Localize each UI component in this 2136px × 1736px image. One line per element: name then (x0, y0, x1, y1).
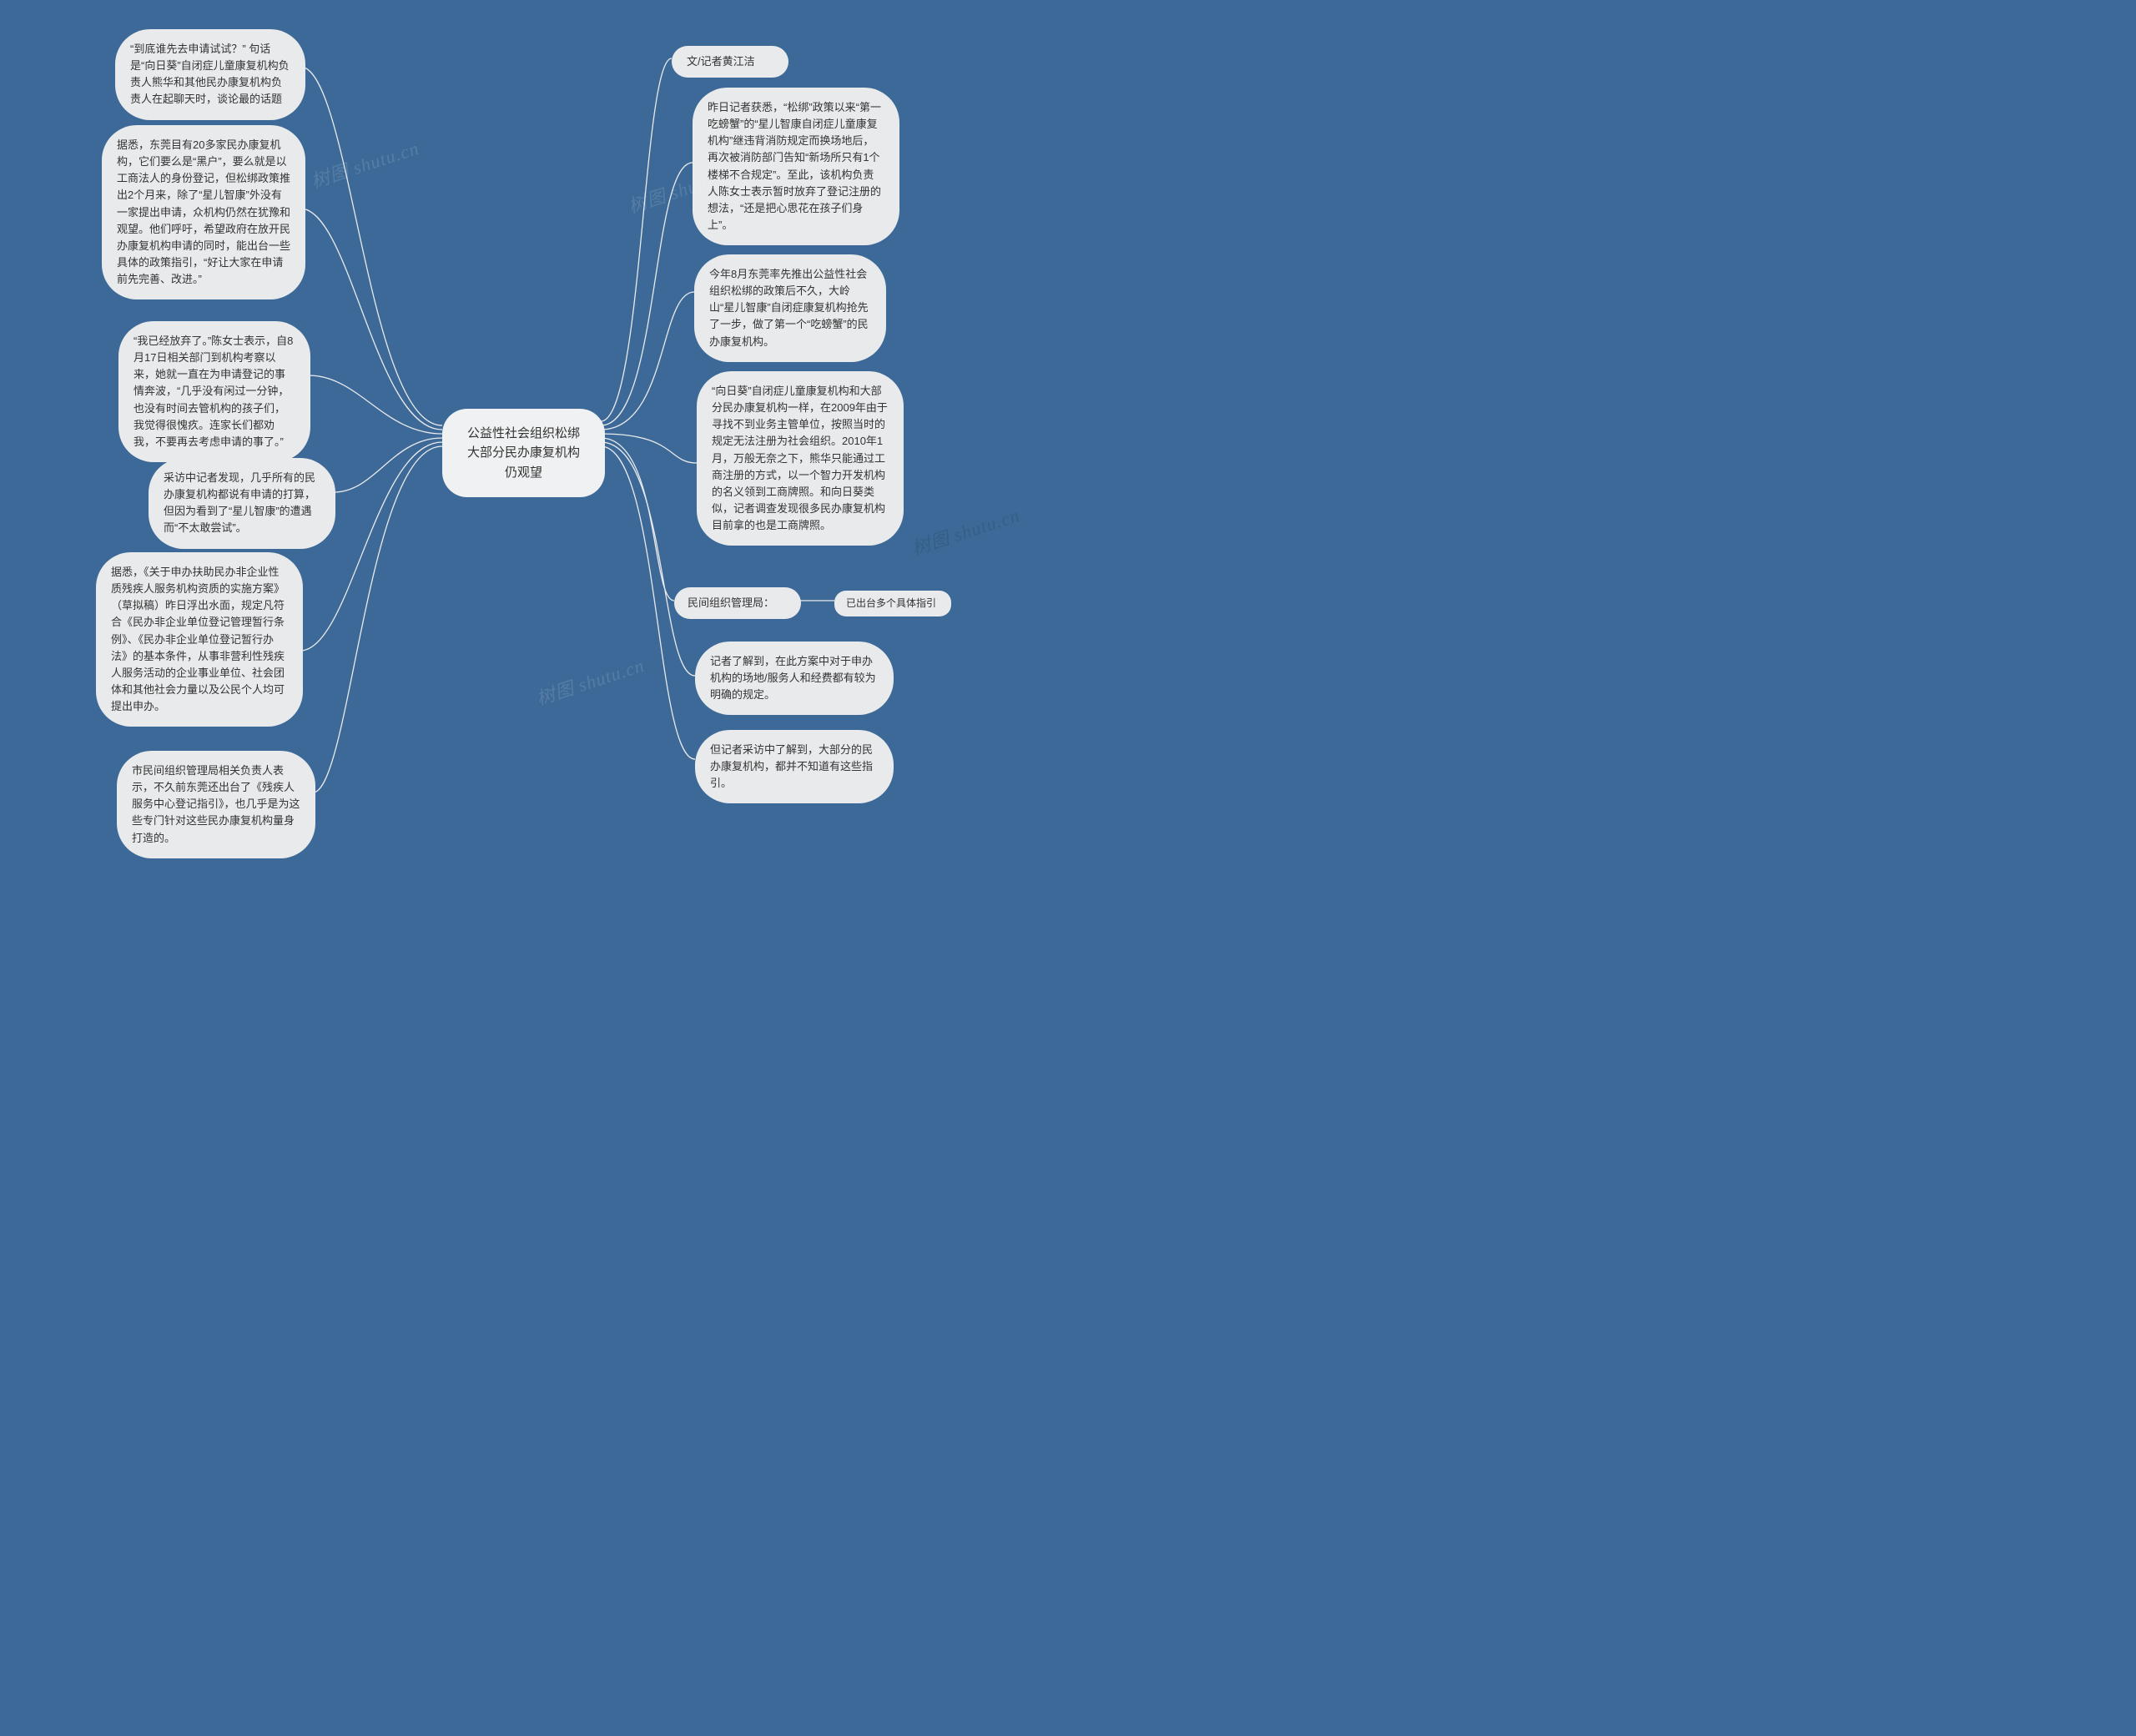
node-r2-text: 昨日记者获悉，“松绑”政策以来“第一吃螃蟹”的“星儿智康自闭症儿童康复机构”继违… (708, 101, 881, 231)
node-l6: 市民间组织管理局相关负责人表示，不久前东莞还出台了《残疾人服务中心登记指引》，也… (117, 751, 315, 858)
node-r1: 文/记者黄江洁 (672, 46, 788, 78)
node-r4: “向日葵”自闭症儿童康复机构和大部分民办康复机构一样，在2009年由于寻找不到业… (697, 371, 904, 546)
center-node: 公益性社会组织松绑 大部分民办康复机构仍观望 (442, 409, 605, 497)
node-r1-text: 文/记者黄江洁 (687, 55, 755, 68)
node-r5-child-text: 已出台多个具体指引 (846, 597, 936, 609)
watermark: 树图 shutu.cn (908, 501, 1023, 561)
node-r5: 民间组织管理局： (674, 587, 801, 619)
node-r7-text: 但记者采访中了解到，大部分的民办康复机构，都并不知道有这些指引。 (710, 743, 873, 789)
node-r5-text: 民间组织管理局： (688, 596, 774, 609)
node-r7: 但记者采访中了解到，大部分的民办康复机构，都并不知道有这些指引。 (695, 730, 894, 803)
node-r3-text: 今年8月东莞率先推出公益性社会组织松绑的政策后不久，大岭山“星儿智康”自闭症康复… (709, 268, 869, 348)
node-l4: 采访中记者发现，几乎所有的民办康复机构都说有申请的打算，但因为看到了“星儿智康”… (149, 458, 335, 549)
node-r5-child: 已出台多个具体指引 (834, 591, 951, 616)
node-r3: 今年8月东莞率先推出公益性社会组织松绑的政策后不久，大岭山“星儿智康”自闭症康复… (694, 254, 886, 362)
watermark: 树图 shutu.cn (307, 133, 422, 194)
node-r4-text: “向日葵”自闭症儿童康复机构和大部分民办康复机构一样，在2009年由于寻找不到业… (712, 385, 888, 531)
node-r2: 昨日记者获悉，“松绑”政策以来“第一吃螃蟹”的“星儿智康自闭症儿童康复机构”继违… (693, 88, 899, 245)
node-l2: 据悉，东莞目有20多家民办康复机构，它们要么是“黑户”，要么就是以工商法人的身份… (102, 125, 305, 299)
node-l2-text: 据悉，东莞目有20多家民办康复机构，它们要么是“黑户”，要么就是以工商法人的身份… (117, 138, 290, 285)
node-r6: 记者了解到，在此方案中对于申办机构的场地/服务人和经费都有较为明确的规定。 (695, 642, 894, 715)
watermark: 树图 shutu.cn (532, 651, 647, 711)
node-l5: 据悉，《关于申办扶助民办非企业性质残疾人服务机构资质的实施方案》（草拟稿）昨日浮… (96, 552, 303, 727)
node-l3-text: “我已经放弃了。”陈女士表示，自8月17日相关部门到机构考察以来，她就一直在为申… (134, 335, 293, 448)
node-l1: “到底谁先去申请试试？” 句话是“向日葵”自闭症儿童康复机构负责人熊华和其他民办… (115, 29, 305, 120)
node-l1-text: “到底谁先去申请试试？” 句话是“向日葵”自闭症儿童康复机构负责人熊华和其他民办… (130, 43, 290, 105)
node-r6-text: 记者了解到，在此方案中对于申办机构的场地/服务人和经费都有较为明确的规定。 (710, 655, 876, 701)
node-l3: “我已经放弃了。”陈女士表示，自8月17日相关部门到机构考察以来，她就一直在为申… (118, 321, 310, 462)
node-l4-text: 采访中记者发现，几乎所有的民办康复机构都说有申请的打算，但因为看到了“星儿智康”… (164, 471, 315, 534)
node-l6-text: 市民间组织管理局相关负责人表示，不久前东莞还出台了《残疾人服务中心登记指引》，也… (132, 764, 300, 844)
node-l5-text: 据悉，《关于申办扶助民办非企业性质残疾人服务机构资质的实施方案》（草拟稿）昨日浮… (111, 566, 285, 712)
center-text: 公益性社会组织松绑 大部分民办康复机构仍观望 (467, 426, 580, 480)
